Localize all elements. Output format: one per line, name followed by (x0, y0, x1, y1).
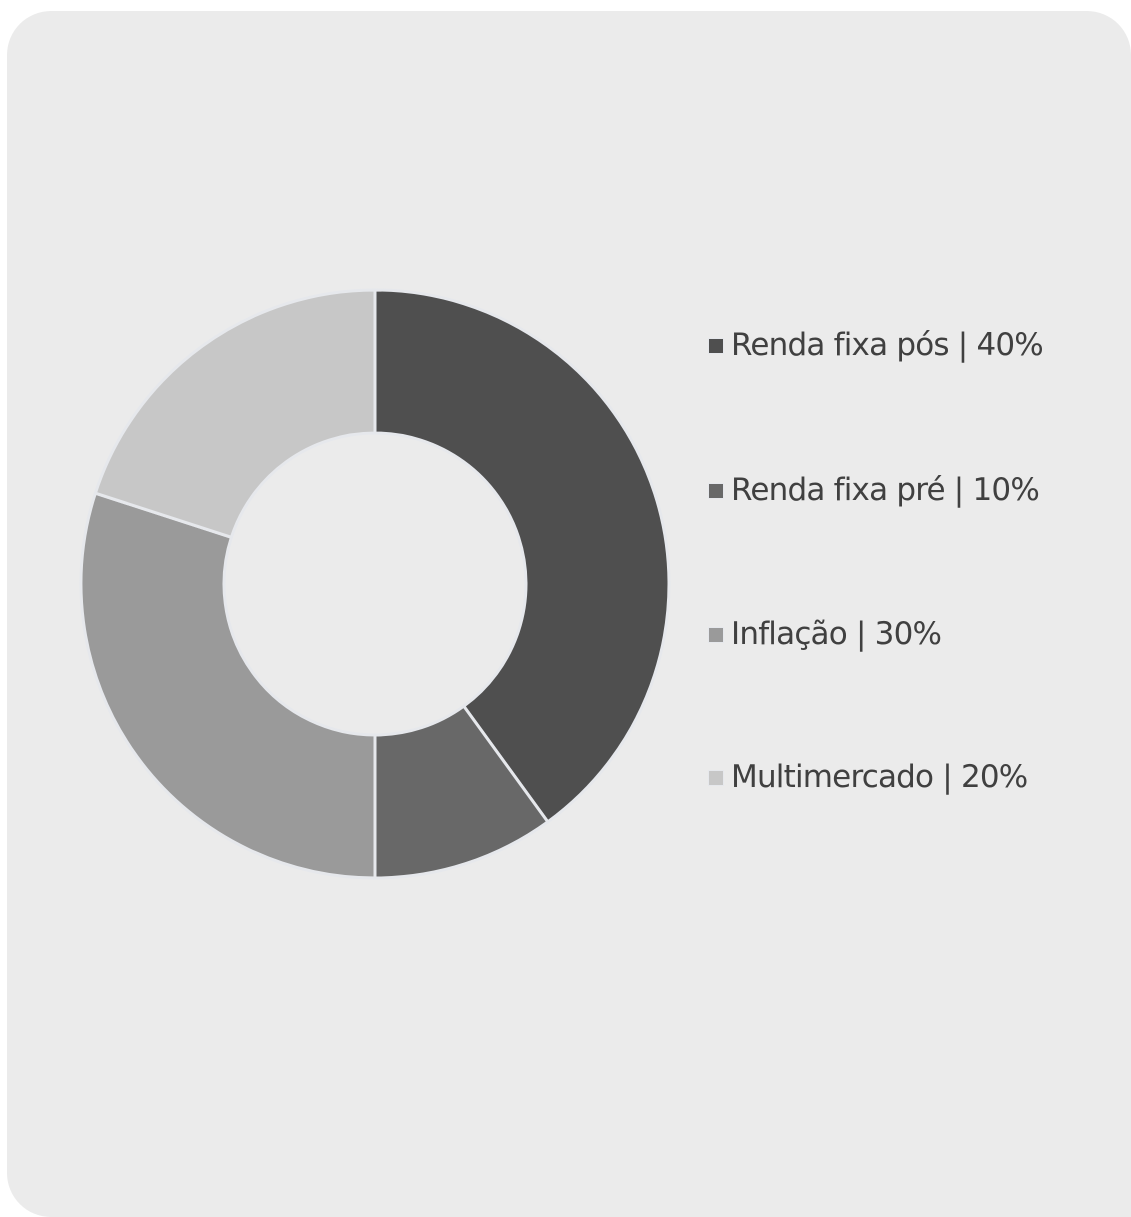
donut-slice-inflacao (79, 491, 377, 880)
donut-slices (79, 288, 671, 880)
legend-label-renda-fixa-pos: Renda fixa pós | 40% (731, 327, 1044, 363)
legend-item-multimercado: Multimercado | 20% (708, 759, 1028, 795)
legend-label-multimercado: Multimercado | 20% (731, 759, 1028, 795)
legend-item-inflacao: Inflação | 30% (708, 616, 942, 652)
legend-item-renda-fixa-pos: Renda fixa pós | 40% (708, 327, 1044, 363)
legend-swatch-renda-fixa-pos (708, 337, 724, 354)
donut-slice-renda-fixa-pos (373, 288, 671, 824)
legend-swatch-inflacao (708, 626, 724, 643)
legend-label-inflacao: Inflação | 30% (731, 616, 942, 652)
donut-slice-multimercado (93, 288, 377, 539)
legend-label-renda-fixa-pre: Renda fixa pré | 10% (731, 472, 1040, 508)
legend-swatch-multimercado (708, 769, 724, 786)
legend-item-renda-fixa-pre: Renda fixa pré | 10% (708, 472, 1040, 508)
legend-swatch-renda-fixa-pre (708, 482, 724, 499)
